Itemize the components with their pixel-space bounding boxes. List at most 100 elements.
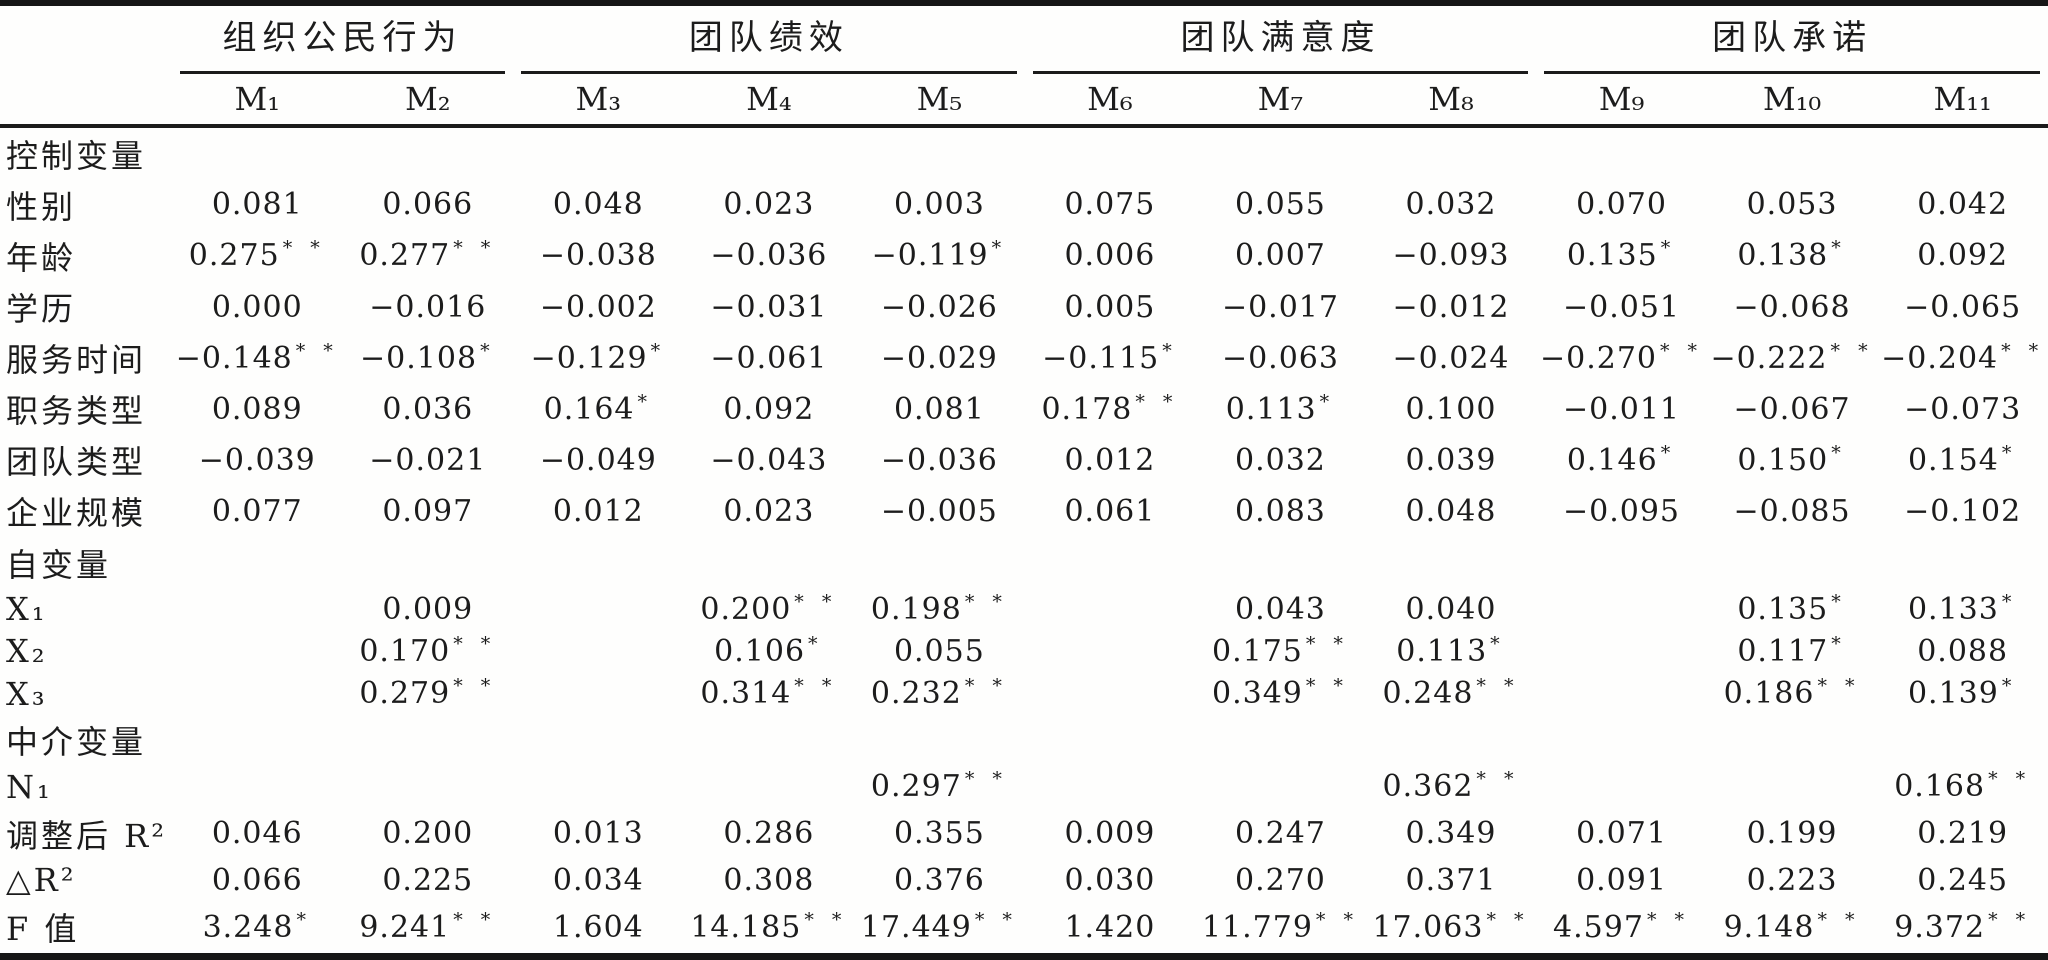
model-header-row: M₁ M₂ M₃ M₄ M₅ M₆ M₇ M₈ M₉ M₁₀ M₁₁: [0, 74, 2048, 128]
coefficient-value: 0.138: [1737, 238, 1829, 274]
group-header-label: 组织公民行为: [180, 6, 506, 74]
coefficient-cell: 17.449 * *: [854, 901, 1025, 956]
coefficient-cell: 0.066: [211, 862, 303, 898]
coefficient-cell: [172, 766, 343, 808]
coefficient-cell: [1536, 673, 1707, 715]
significance-stars: * *: [1988, 768, 2032, 791]
coefficient-cell: 0.081: [893, 391, 985, 427]
table-row: △R² 0.066 0.225 0.034 0.308 0.376 0.030 0.270 0.…: [0, 859, 2048, 901]
coefficient-value: 0.275: [188, 238, 280, 274]
coefficient-value: 0.175: [1211, 633, 1303, 669]
coefficient-value: 17.449: [860, 909, 972, 945]
coefficient-cell: [684, 537, 855, 588]
coefficient-cell: [172, 588, 343, 630]
coefficient-cell: [1195, 766, 1366, 808]
row-label: 自变量: [6, 545, 112, 584]
section-row: 控制变量: [0, 126, 2048, 179]
coefficient-value: 0.200: [700, 591, 792, 627]
coefficient-cell: [343, 766, 514, 808]
coefficient-cell: −0.016: [369, 289, 487, 325]
coefficient-cell: −0.270 * *: [1536, 333, 1707, 384]
significance-stars: *: [1831, 590, 1847, 613]
significance-stars: * *: [1830, 339, 1874, 362]
coefficient-cell: −0.148 * *: [172, 333, 343, 384]
coefficient-cell: [513, 766, 684, 808]
row-label: △R²: [6, 861, 77, 900]
coefficient-cell: [1536, 588, 1707, 630]
row-label: X₁: [6, 590, 48, 629]
table-row: X₃ 0.279 * * 0.314 * * 0.232 * * 0.349 * * 0.248 *…: [0, 673, 2048, 715]
table-row: X₁ 0.009 0.200 * * 0.198 * * 0.043 0.040 0.135 * 0…: [0, 588, 2048, 630]
coefficient-cell: −0.011: [1563, 391, 1681, 427]
coefficient-cell: 0.075: [1064, 187, 1156, 223]
coefficient-cell: 0.277 * *: [343, 230, 514, 281]
coefficient-cell: −0.051: [1563, 289, 1681, 325]
coefficient-cell: 0.012: [1064, 442, 1156, 478]
coefficient-cell: −0.061: [710, 340, 828, 376]
coefficient-cell: [1195, 537, 1366, 588]
significance-stars: *: [1831, 441, 1847, 464]
group-header-team-satisfaction: 团队满意度: [1025, 3, 1537, 74]
coefficient-value: −0.204: [1881, 340, 1999, 376]
significance-stars: * *: [1646, 908, 1690, 931]
coefficient-cell: 0.232 * *: [854, 673, 1025, 715]
coefficient-cell: [172, 537, 343, 588]
coefficient-cell: 0.308: [723, 862, 815, 898]
table-body: 控制变量 性别 0.081 0.066 0.048 0.023 0.003 0.075 0.05…: [0, 126, 2048, 957]
coefficient-cell: 0.286: [723, 816, 815, 852]
coefficient-cell: 0.055: [1235, 187, 1326, 223]
coefficient-cell: [1536, 126, 1707, 179]
significance-stars: * *: [964, 675, 1008, 698]
significance-stars: * *: [1135, 390, 1179, 413]
coefficient-cell: [1195, 715, 1366, 766]
coefficient-cell: −0.093: [1392, 238, 1510, 274]
coefficient-cell: [1877, 715, 2048, 766]
coefficient-cell: 0.270: [1235, 862, 1326, 898]
coefficient-cell: −0.222 * *: [1707, 333, 1878, 384]
coefficient-value: 0.139: [1907, 676, 1999, 712]
coefficient-cell: [1536, 537, 1707, 588]
coefficient-value: 0.154: [1907, 442, 1999, 478]
coefficient-cell: 0.036: [382, 391, 474, 427]
coefficient-cell: [1536, 766, 1707, 808]
coefficient-cell: [172, 673, 343, 715]
coefficient-value: 9.372: [1894, 909, 1986, 945]
significance-stars: *: [1660, 237, 1677, 260]
coefficient-cell: 0.146 *: [1536, 435, 1707, 486]
coefficient-cell: [1025, 126, 1196, 179]
coefficient-cell: [854, 126, 1025, 179]
significance-stars: * *: [1476, 675, 1520, 698]
coefficient-cell: 0.225: [382, 862, 474, 898]
coefficient-cell: [1366, 715, 1537, 766]
row-label: 性别: [6, 187, 77, 226]
coefficient-cell: [1025, 588, 1196, 630]
coefficient-value: 0.178: [1041, 391, 1133, 427]
coefficient-value: 0.106: [714, 633, 806, 669]
coefficient-cell: −0.102: [1904, 493, 2022, 529]
coefficient-cell: [513, 630, 684, 672]
coefficient-cell: −0.017: [1221, 289, 1339, 325]
row-label: F 值: [6, 910, 80, 949]
coefficient-cell: [172, 715, 343, 766]
model-header: M₃: [513, 74, 684, 128]
coefficient-cell: 0.032: [1405, 187, 1497, 223]
significance-stars: * *: [1315, 908, 1359, 931]
row-label: 服务时间: [6, 341, 147, 380]
coefficient-cell: 1.420: [1064, 909, 1156, 945]
coefficient-cell: 0.223: [1746, 862, 1838, 898]
coefficient-value: 11.779: [1201, 909, 1313, 945]
coefficient-cell: 0.175 * *: [1195, 630, 1366, 672]
significance-stars: *: [991, 237, 1008, 260]
coefficient-cell: −0.065: [1904, 289, 2022, 325]
row-label: 学历: [6, 290, 77, 329]
row-label: 团队类型: [6, 443, 147, 482]
coefficient-cell: [172, 126, 343, 179]
table-row: 调整后 R² 0.046 0.200 0.013 0.286 0.355 0.009 0.24…: [0, 808, 2048, 859]
coefficient-cell: 0.133 *: [1877, 588, 2048, 630]
coefficient-cell: 0.113 *: [1366, 630, 1537, 672]
coefficient-cell: 0.150 *: [1707, 435, 1878, 486]
significance-stars: * *: [794, 590, 838, 613]
group-header-label: 团队绩效: [521, 6, 1017, 74]
coefficient-cell: [513, 715, 684, 766]
coefficient-cell: [1366, 537, 1537, 588]
